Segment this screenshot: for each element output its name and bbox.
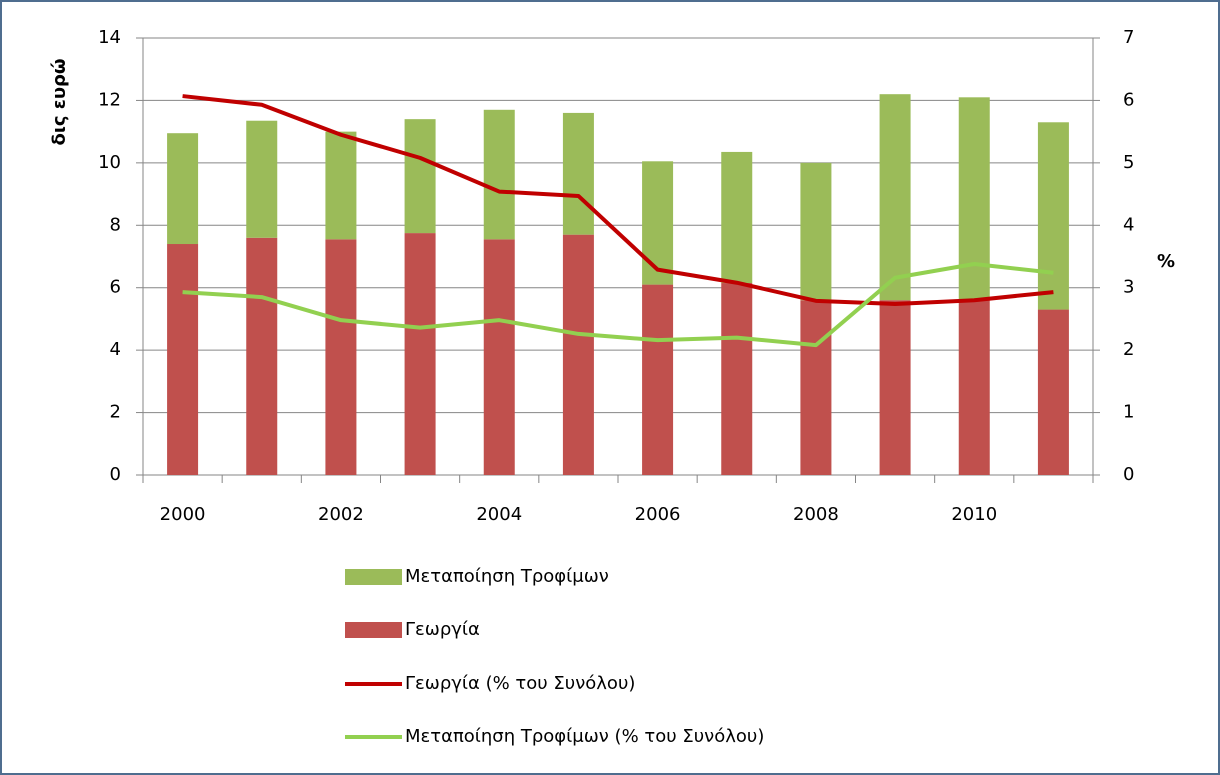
- bar: [800, 300, 832, 475]
- bar: [325, 239, 357, 475]
- legend-label: Γεωργία: [405, 619, 480, 640]
- y2-tick-label: 2: [1123, 339, 1134, 360]
- bar: [404, 119, 436, 234]
- y2-tick-label: 0: [1123, 464, 1134, 485]
- bar: [879, 94, 911, 301]
- bar: [167, 133, 199, 245]
- line: [182, 261, 1054, 348]
- bar: [879, 300, 911, 475]
- bar: [483, 239, 515, 475]
- bar: [800, 162, 832, 301]
- legend-label: Μεταποίηση Τροφίμων: [405, 566, 609, 587]
- bar: [246, 237, 278, 475]
- bar: [562, 234, 594, 475]
- y2-tick-label: 1: [1123, 402, 1134, 423]
- y2-axis-label: %: [1157, 251, 1175, 272]
- y2-tick-label: 5: [1123, 152, 1134, 173]
- y-axis-label: δις ευρώ: [49, 58, 70, 145]
- bar: [642, 284, 674, 475]
- y-tick-label: 2: [110, 402, 121, 423]
- x-tick-label: 2010: [951, 504, 997, 525]
- x-tick-label: 2002: [318, 504, 364, 525]
- y-tick-label: 6: [110, 277, 121, 298]
- y-tick-label: 0: [110, 464, 121, 485]
- bar: [246, 120, 278, 238]
- bar: [958, 97, 990, 301]
- bar: [325, 131, 357, 240]
- bar: [1037, 309, 1069, 475]
- bar: [562, 112, 594, 235]
- legend-swatch: [345, 569, 402, 585]
- bar: [167, 244, 199, 475]
- bar: [483, 109, 515, 240]
- y-tick-label: 8: [110, 214, 121, 235]
- line: [182, 94, 1054, 306]
- bar: [721, 151, 753, 284]
- legend-label: Μεταποίηση Τροφίμων (% του Συνόλου): [405, 726, 764, 747]
- y2-tick-label: 3: [1123, 277, 1134, 298]
- x-tick-label: 2008: [793, 504, 839, 525]
- x-tick-label: 2006: [635, 504, 681, 525]
- legend-label: Γεωργία (% του Συνόλου): [405, 673, 635, 694]
- y-tick-label: 10: [98, 152, 121, 173]
- y-tick-label: 14: [98, 27, 121, 48]
- x-tick-label: 2000: [160, 504, 206, 525]
- bar: [721, 283, 753, 475]
- y2-tick-label: 4: [1123, 214, 1134, 235]
- bar: [1037, 122, 1069, 310]
- y2-tick-label: 6: [1123, 89, 1134, 110]
- y-tick-label: 12: [98, 89, 121, 110]
- x-tick-label: 2004: [476, 504, 522, 525]
- y2-tick-label: 7: [1123, 27, 1134, 48]
- bar: [958, 300, 990, 475]
- legend-swatch: [345, 622, 402, 638]
- bar: [642, 161, 674, 285]
- y-tick-label: 4: [110, 339, 121, 360]
- bar: [404, 233, 436, 475]
